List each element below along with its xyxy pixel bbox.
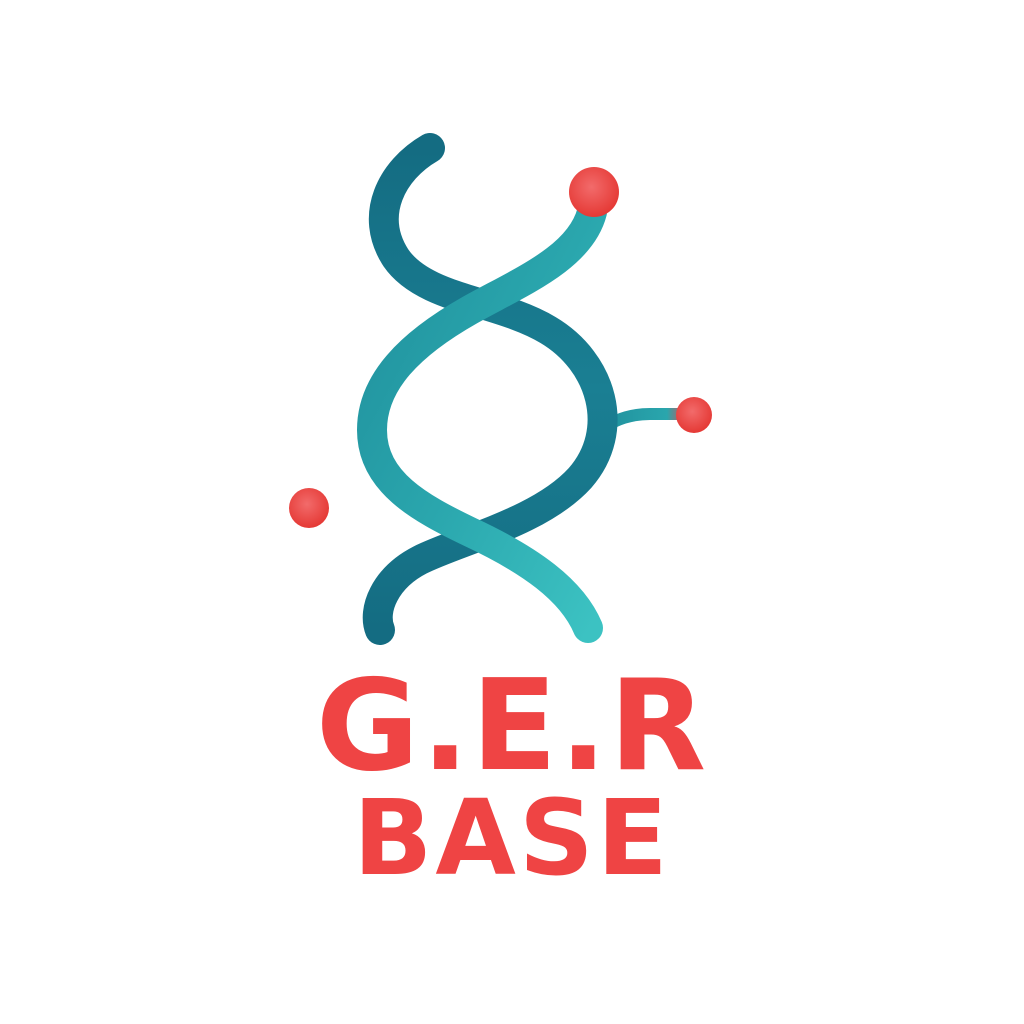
dna-strand-front	[356, 197, 607, 643]
logo-subtitle: BASE	[353, 777, 671, 899]
node-right	[676, 397, 712, 433]
logo-title: G.E.R	[315, 652, 709, 799]
base-pair-rungs	[407, 182, 586, 605]
dna-strand-back	[362, 133, 618, 645]
node-left	[289, 488, 329, 528]
node-top-right	[569, 167, 619, 217]
